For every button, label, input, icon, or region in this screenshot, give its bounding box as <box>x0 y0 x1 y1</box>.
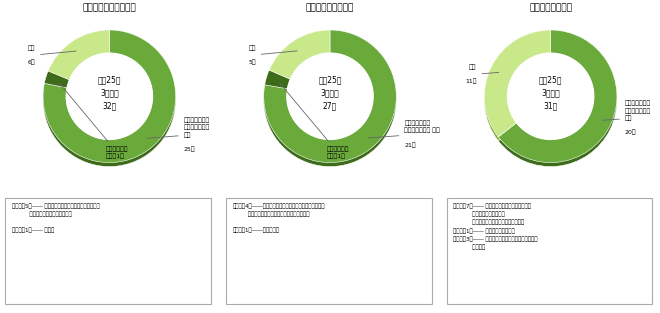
Text: 製造系（5）―― オリオン電機、山洋電気、住江織物、
          日本繊維検査協会、ミネベア

その他（1）―― コジマ: 製造系（5）―― オリオン電機、山洋電気、住江織物、 日本繊維検査協会、ミネベア… <box>12 203 100 233</box>
Wedge shape <box>484 30 550 137</box>
Wedge shape <box>43 34 176 167</box>
Text: 平成25年
3月卒業
27名: 平成25年 3月卒業 27名 <box>318 75 342 111</box>
Circle shape <box>287 53 373 139</box>
Circle shape <box>66 53 152 139</box>
Wedge shape <box>269 34 330 83</box>
Text: 就職

6名: 就職 6名 <box>28 46 76 65</box>
Text: 就職

11名: 就職 11名 <box>465 65 499 85</box>
Wedge shape <box>265 70 290 89</box>
Text: 他大学大学院
進学　1名: 他大学大学院 進学 1名 <box>59 83 129 159</box>
Wedge shape <box>498 34 617 167</box>
Text: 製造系（4）――加藤製作所、サイベックコーポレーション
         パナソニック、パナソニックサイクルテク

公務員（1）――横浜市職員: 製造系（4）――加藤製作所、サイベックコーポレーション パナソニック、パナソニッ… <box>232 203 325 233</box>
Circle shape <box>508 53 594 139</box>
Text: 平成25年
3月卒業
31名: 平成25年 3月卒業 31名 <box>539 75 562 111</box>
Wedge shape <box>498 123 517 137</box>
Wedge shape <box>43 30 176 162</box>
Title: 《機能機械学課程》: 《機能機械学課程》 <box>306 4 354 13</box>
Wedge shape <box>264 30 396 162</box>
Title: 《先進繊維工学課程》: 《先進繊維工学課程》 <box>82 4 136 13</box>
Wedge shape <box>484 34 550 141</box>
Title: 《感性工学課程》: 《感性工学課程》 <box>529 4 572 13</box>
Wedge shape <box>44 71 69 88</box>
Wedge shape <box>48 34 110 84</box>
Text: 信州大学大学院
理工学系研究科
進学

25名: 信州大学大学院 理工学系研究科 進学 25名 <box>147 117 210 151</box>
Text: 信州大学大学院
理工学系研究科
進学

20名: 信州大学大学院 理工学系研究科 進学 20名 <box>603 101 651 135</box>
Text: 就職

5名: 就職 5名 <box>248 45 297 65</box>
Wedge shape <box>265 74 290 93</box>
Text: 信州大学大学院
理工学系研究科 進学

21名: 信州大学大学院 理工学系研究科 進学 21名 <box>368 121 440 147</box>
Wedge shape <box>48 30 110 80</box>
Wedge shape <box>269 30 330 79</box>
Text: 平成25年
3月卒業
32名: 平成25年 3月卒業 32名 <box>98 75 121 111</box>
Text: 製造系（7）―― アート金属工業、ジェイテク、
           大日本法令印刷、東苝
           ユニフレックス、横河電機、ロイネ
情報系（1）: 製造系（7）―― アート金属工業、ジェイテク、 大日本法令印刷、東苝 ユニフレッ… <box>453 203 537 250</box>
Wedge shape <box>498 30 617 162</box>
Text: 他大学大学院
進学　1名: 他大学大学院 進学 1名 <box>279 83 349 159</box>
Wedge shape <box>44 75 69 92</box>
Wedge shape <box>264 34 396 167</box>
